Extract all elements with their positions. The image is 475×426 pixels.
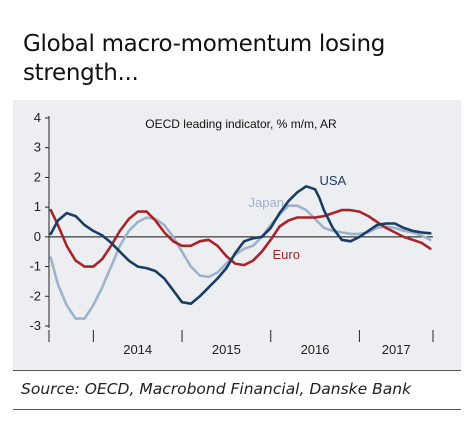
y-tick-label: 2 xyxy=(34,169,41,184)
source-note: Source: OECD, Macrobond Financial, Dansk… xyxy=(21,380,412,398)
label-layer: OECD leading indicator, % m/m, AR USA Japa… xyxy=(145,117,346,262)
x-tick-label: 2017 xyxy=(382,342,411,357)
chart-title: Global macro-momentum losing strength... xyxy=(23,31,386,86)
source-box: Source: OECD, Macrobond Financial, Dansk… xyxy=(13,370,461,410)
series-layer xyxy=(49,185,432,320)
series-label-euro: Euro xyxy=(272,247,299,262)
series-label-japan: Japan xyxy=(249,195,284,210)
y-tick-label: 3 xyxy=(34,140,41,155)
y-tick-label: -3 xyxy=(29,318,41,333)
y-tick-label: -1 xyxy=(29,259,41,274)
y-tick-label: 1 xyxy=(34,199,41,214)
y-tick-label: -2 xyxy=(29,288,41,303)
title-box: Global macro-momentum losing strength... xyxy=(13,14,461,100)
series-line-japan xyxy=(49,204,432,320)
series-label-usa: USA xyxy=(319,173,346,188)
series-line-usa xyxy=(49,185,432,305)
x-tick-label: 2015 xyxy=(212,342,241,357)
line-chart: 4 3 2 1 0 -1 -2 -3 2014 2015 2016 2017 OECD leading… xyxy=(29,110,434,357)
y-tick-label: 4 xyxy=(34,110,41,125)
chart-panel: 4 3 2 1 0 -1 -2 -3 2014 2015 2016 2017 OECD leading… xyxy=(13,100,461,370)
x-tick-label: 2016 xyxy=(301,342,330,357)
x-tick-label: 2014 xyxy=(123,342,152,357)
chart-annotation: OECD leading indicator, % m/m, AR xyxy=(145,117,337,131)
axis-layer: 4 3 2 1 0 -1 -2 -3 2014 2015 2016 2017 xyxy=(29,110,434,357)
y-tick-label: 0 xyxy=(34,229,41,244)
